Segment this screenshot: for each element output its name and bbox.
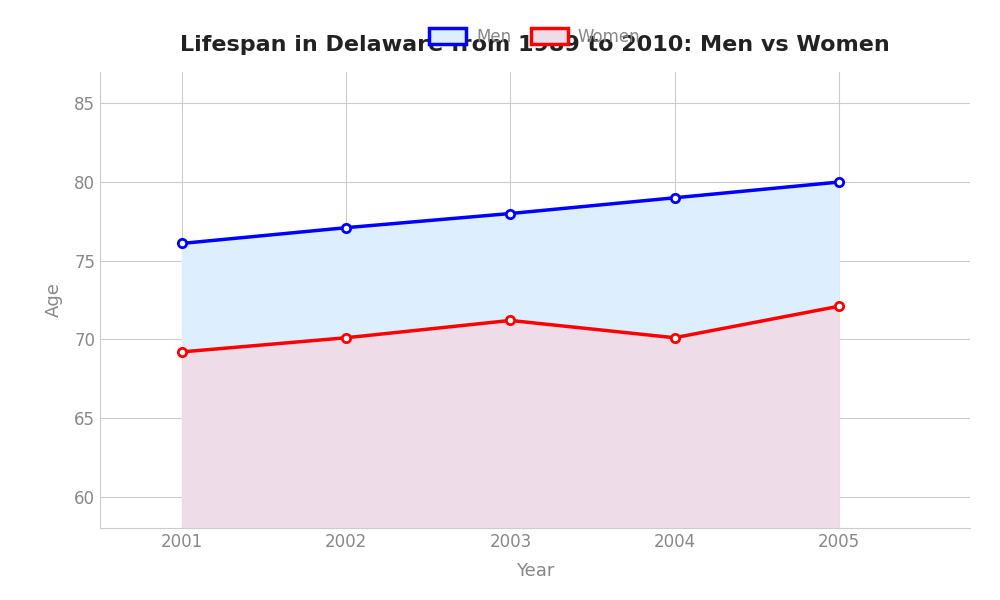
X-axis label: Year: Year xyxy=(516,562,554,580)
Y-axis label: Age: Age xyxy=(45,283,63,317)
Title: Lifespan in Delaware from 1989 to 2010: Men vs Women: Lifespan in Delaware from 1989 to 2010: … xyxy=(180,35,890,55)
Legend: Men, Women: Men, Women xyxy=(423,21,647,52)
